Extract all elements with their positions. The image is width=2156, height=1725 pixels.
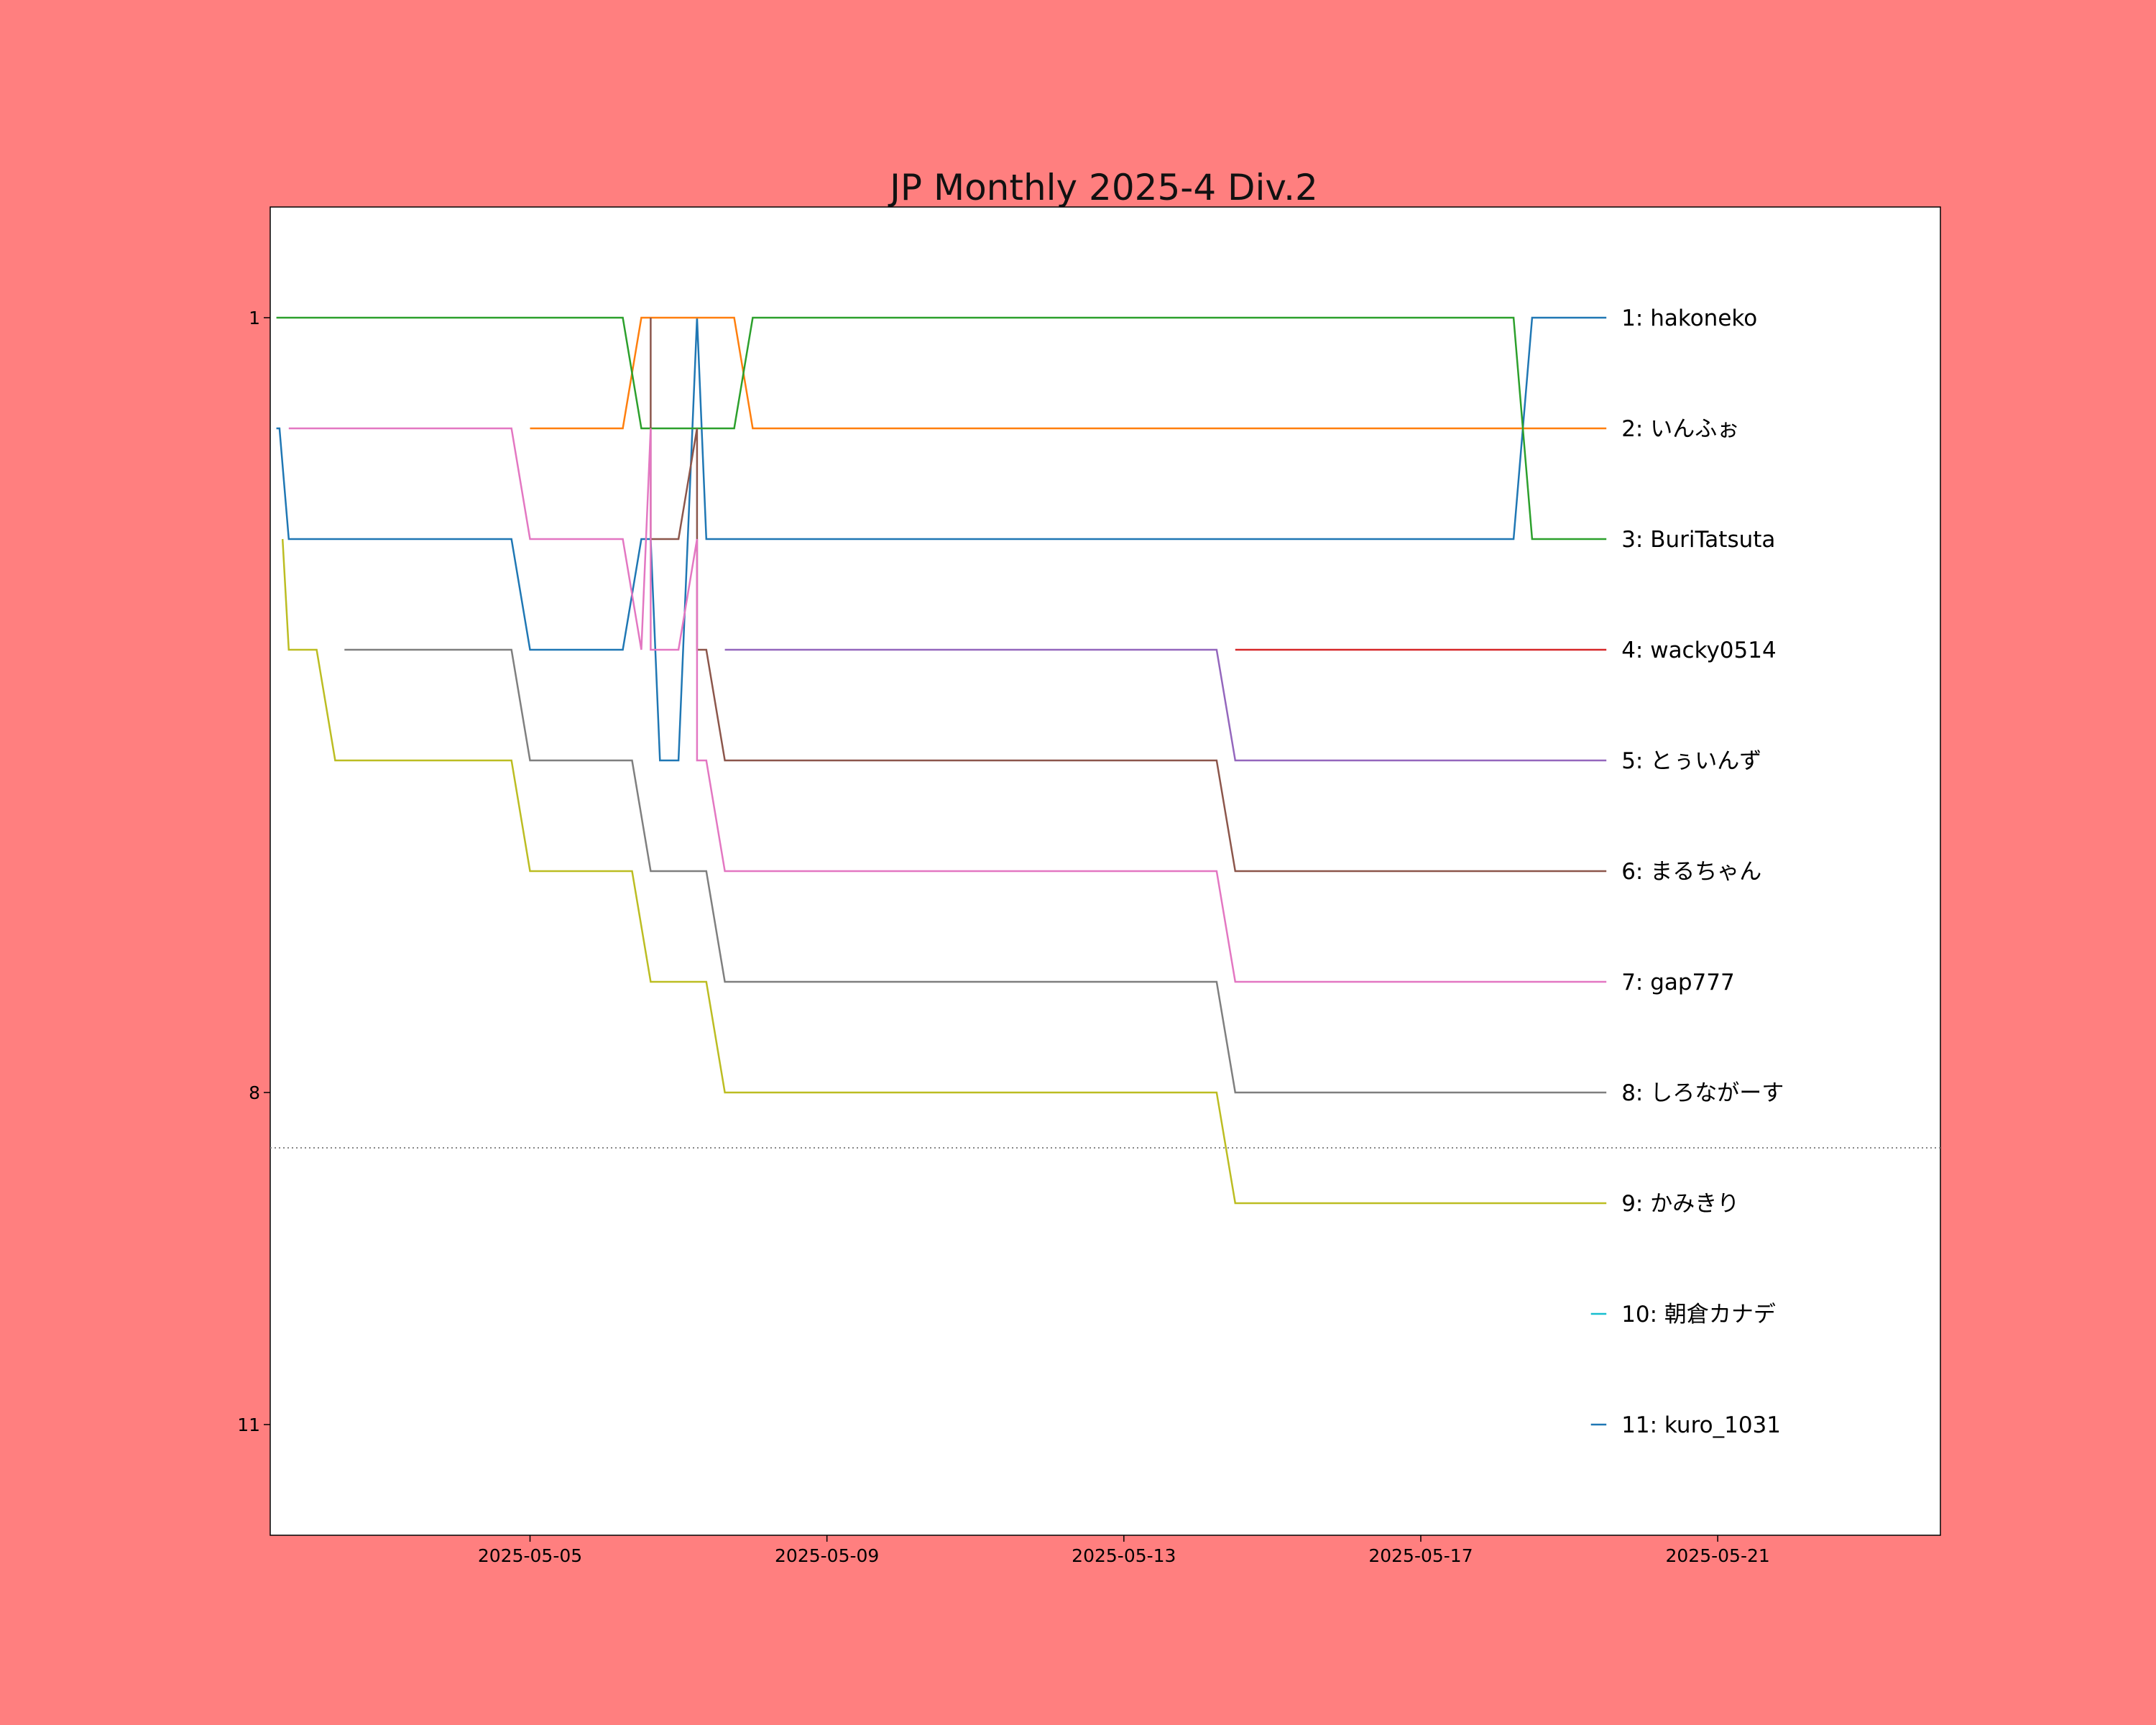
series-line-5 xyxy=(724,648,1607,762)
series-label-5: 5: とぅいんず xyxy=(1621,748,1761,774)
series-line-7 xyxy=(288,427,1607,983)
series-line-8 xyxy=(344,648,1607,1094)
series-label-layer: 1: hakoneko 2: いんふぉ 3: BuriTatsuta 4: wacky… xyxy=(1621,305,1784,1438)
series-label-1: 1: hakoneko xyxy=(1621,305,1757,331)
series-label-2: 2: いんふぉ xyxy=(1621,416,1739,442)
x-tick-label-5: 2025-05-21 xyxy=(1665,1545,1769,1566)
series-label-9: 9: かみきり xyxy=(1621,1191,1739,1217)
series-label-8: 8: しろながーす xyxy=(1621,1080,1784,1106)
x-tick-label-4: 2025-05-17 xyxy=(1368,1545,1473,1566)
x-tick-label-3: 2025-05-13 xyxy=(1072,1545,1176,1566)
y-tick-label-3: 11 xyxy=(237,1414,260,1435)
y-tick-label-2: 8 xyxy=(249,1082,260,1103)
series-label-6: 6: まるちゃん xyxy=(1621,859,1761,885)
y-tick-label-1: 1 xyxy=(249,308,260,328)
series-line-2 xyxy=(530,316,1607,430)
series-label-3: 3: BuriTatsuta xyxy=(1621,527,1775,553)
series-layer xyxy=(276,316,1607,1426)
series-line-6 xyxy=(650,318,1607,873)
series-label-10: 10: 朝倉カナデ xyxy=(1621,1302,1776,1328)
series-label-4: 4: wacky0514 xyxy=(1621,638,1777,663)
series-line-3 xyxy=(276,316,1607,540)
series-label-7: 7: gap777 xyxy=(1621,970,1735,995)
x-axis: 2025-05-05 2025-05-09 2025-05-13 2025-05-17… xyxy=(478,1535,1770,1566)
x-tick-label-2: 2025-05-09 xyxy=(775,1545,879,1566)
chart-title: JP Monthly 2025-4 Div.2 xyxy=(888,167,1318,208)
x-tick-label-1: 2025-05-05 xyxy=(478,1545,582,1566)
series-line-9 xyxy=(281,538,1607,1205)
series-label-11: 11: kuro_1031 xyxy=(1621,1412,1781,1438)
